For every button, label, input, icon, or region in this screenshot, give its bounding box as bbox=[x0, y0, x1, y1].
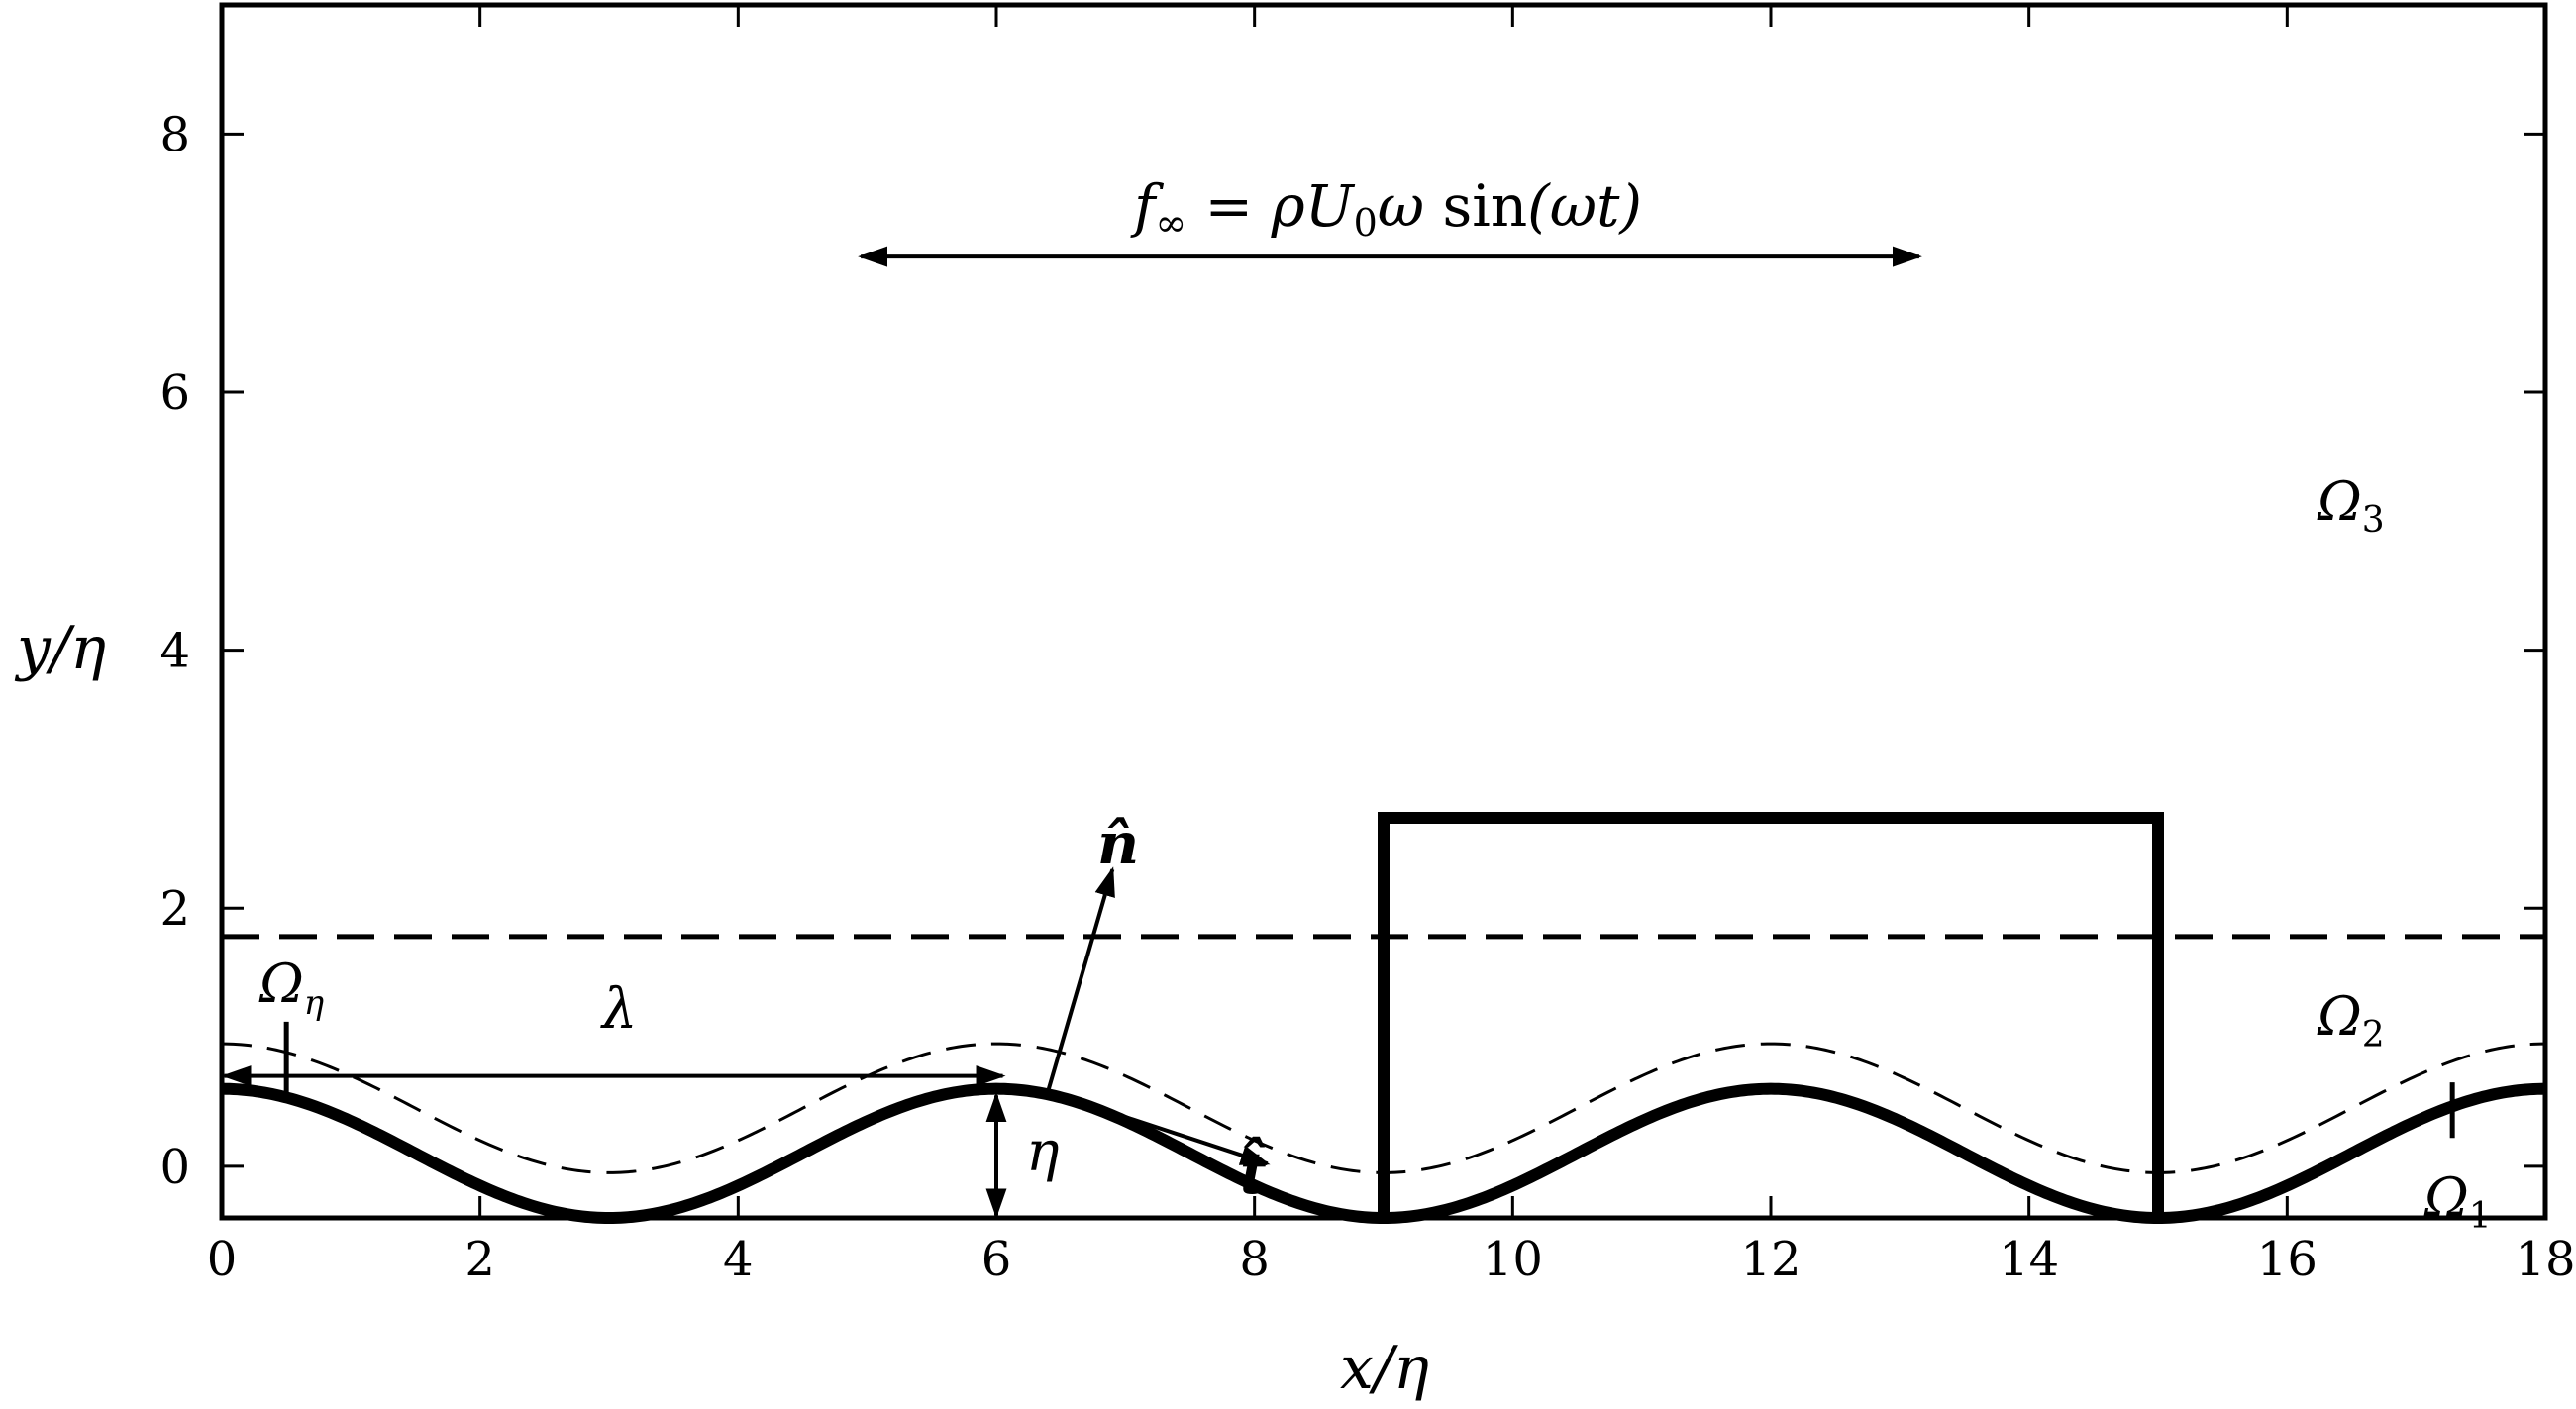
curves-layer bbox=[221, 812, 2546, 1225]
omega1-label: Ω1 bbox=[2423, 1166, 2492, 1237]
forcing-subscript-zero: 0 bbox=[1354, 201, 1378, 245]
normal-vector-arrow bbox=[1046, 866, 1115, 1092]
annotations-layer bbox=[221, 246, 2455, 1219]
y-tick-label: 6 bbox=[159, 365, 190, 421]
omega2-label: Ω2 bbox=[2317, 985, 2385, 1056]
tangent-vector-label: t̂ bbox=[1240, 1136, 1267, 1207]
x-tick-label: 0 bbox=[207, 1232, 238, 1287]
forcing-formula: f∞ = ρU0ω sin(ωt) bbox=[1130, 172, 1642, 245]
x-tick-label: 6 bbox=[981, 1232, 1012, 1287]
forcing-rho-u: = ρU bbox=[1186, 172, 1356, 240]
wavelength-label: λ bbox=[600, 977, 638, 1042]
x-axis-ticks: 0 2 4 6 8 10 12 14 16 18 bbox=[207, 5, 2576, 1287]
forcing-omega: ω bbox=[1378, 172, 1443, 240]
omega-eta-label: Ωη bbox=[258, 953, 325, 1023]
x-tick-label: 12 bbox=[1740, 1232, 1801, 1287]
y-axis-ticks: 0 2 4 6 8 bbox=[159, 107, 2545, 1195]
tangent-vector-arrow bbox=[1047, 1089, 1271, 1166]
y-tick-label: 4 bbox=[159, 624, 190, 679]
rectangular-subdomain-box bbox=[1378, 812, 2164, 1218]
x-tick-label: 18 bbox=[2515, 1232, 2575, 1287]
x-tick-label: 14 bbox=[1999, 1232, 2059, 1287]
plot-frame bbox=[219, 2, 2548, 1221]
x-tick-label: 10 bbox=[1483, 1232, 1543, 1287]
normal-vector-label: n̂ bbox=[1097, 810, 1139, 877]
y-tick-label: 0 bbox=[159, 1140, 190, 1195]
axes-frame: 0 2 4 6 8 10 12 14 16 18 0 2 4 6 8 bbox=[159, 2, 2576, 1287]
x-tick-label: 4 bbox=[723, 1232, 754, 1287]
amplitude-label: η bbox=[1026, 1120, 1060, 1184]
x-tick-label: 8 bbox=[1239, 1232, 1270, 1287]
y-tick-label: 2 bbox=[159, 881, 190, 937]
forcing-sin: sin bbox=[1443, 172, 1528, 240]
x-axis-label: x/η bbox=[1340, 1334, 1429, 1403]
forcing-subscript-infinity: ∞ bbox=[1155, 201, 1186, 245]
y-tick-label: 8 bbox=[159, 107, 190, 162]
y-axis-label: y/η bbox=[14, 614, 106, 683]
x-tick-label: 2 bbox=[464, 1232, 495, 1287]
omega3-label: Ω3 bbox=[2317, 470, 2385, 541]
forcing-argument: (ωt) bbox=[1527, 172, 1642, 240]
x-tick-label: 16 bbox=[2257, 1232, 2318, 1287]
